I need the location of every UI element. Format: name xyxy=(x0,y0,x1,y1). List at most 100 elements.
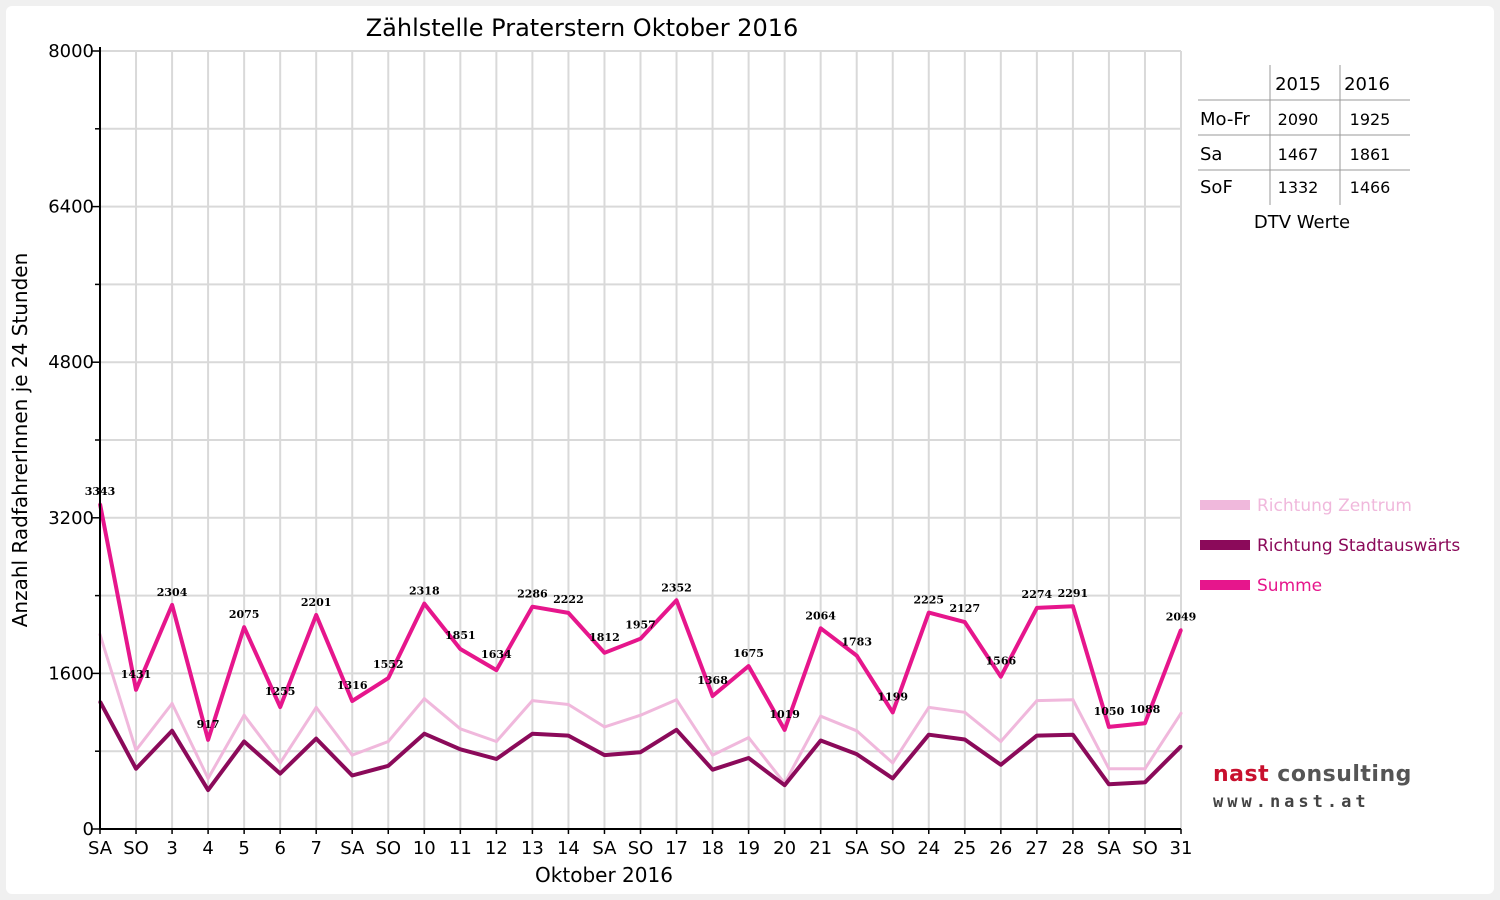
x-tick-label: SO xyxy=(880,838,906,859)
series-point-2 xyxy=(1071,604,1075,608)
x-tick-label: 17 xyxy=(665,838,688,859)
series-point-1 xyxy=(927,733,931,737)
data-label: 1851 xyxy=(445,629,476,642)
dtv-header-2015: 2015 xyxy=(1275,74,1321,95)
series-point-1 xyxy=(278,772,282,776)
y-axis-label: Anzahl RadfahrerInnen je 24 Stunden xyxy=(8,253,32,628)
series-point-1 xyxy=(1107,782,1111,786)
data-label: 1050 xyxy=(1094,705,1125,718)
x-tick-label: SA xyxy=(88,838,113,859)
x-tick-label: 3 xyxy=(166,838,177,859)
series-point-0 xyxy=(999,739,1003,743)
series-point-2 xyxy=(1035,606,1039,610)
series-point-0 xyxy=(639,713,642,717)
logo-url: www.nast.at xyxy=(1213,792,1370,812)
x-tick-label: 5 xyxy=(238,838,249,859)
x-axis-label: Oktober 2016 xyxy=(535,863,673,887)
series-point-1 xyxy=(530,732,534,736)
series-point-2 xyxy=(602,651,606,655)
x-tick-label: 25 xyxy=(953,838,976,859)
series-point-0 xyxy=(170,702,174,706)
logo-brand-rest: consulting xyxy=(1269,762,1412,787)
series-point-1 xyxy=(747,756,751,760)
legend-swatch-summe xyxy=(1200,580,1250,590)
legend-label-zentrum: Richtung Zentrum xyxy=(1257,496,1412,516)
series-point-1 xyxy=(1179,744,1183,748)
dtv-header-2016: 2016 xyxy=(1344,74,1390,95)
series-point-0 xyxy=(927,705,931,709)
series-point-0 xyxy=(1179,711,1183,715)
data-label: 2049 xyxy=(1166,611,1197,624)
chart-title: Zählstelle Praterstern Oktober 2016 xyxy=(366,14,799,42)
series-point-0 xyxy=(566,703,570,707)
data-label: 2127 xyxy=(949,602,980,615)
series-point-2 xyxy=(819,626,823,630)
dtv-cell: 1332 xyxy=(1278,178,1319,197)
series-point-2 xyxy=(530,605,534,609)
y-tick-labels: 0 1600 3200 4800 6400 8000 xyxy=(48,41,94,840)
series-point-0 xyxy=(891,761,895,765)
x-tick-label: 7 xyxy=(310,838,321,859)
series-point-0 xyxy=(134,748,138,752)
x-tick-label: 12 xyxy=(485,838,508,859)
series-point-2 xyxy=(314,613,318,617)
series-point-1 xyxy=(134,767,138,771)
grid xyxy=(100,50,1182,829)
dtv-cell: 1467 xyxy=(1278,145,1319,164)
series-point-1 xyxy=(566,734,570,738)
x-tick-label: 20 xyxy=(773,838,796,859)
x-tick-label: 6 xyxy=(274,838,285,859)
series-point-2 xyxy=(999,675,1003,679)
data-label: 1255 xyxy=(265,685,296,698)
data-label: 2201 xyxy=(301,596,332,609)
series-point-1 xyxy=(314,737,318,741)
y-tick-label: 6400 xyxy=(48,197,94,218)
series-point-2 xyxy=(1107,725,1111,729)
series-point-2 xyxy=(350,699,354,703)
data-label: 1957 xyxy=(625,619,656,632)
data-label: 1316 xyxy=(337,679,368,692)
series-point-0 xyxy=(242,713,246,717)
x-tick-label: SO xyxy=(375,838,401,859)
data-label: 1552 xyxy=(373,658,404,671)
x-tick-label: SO xyxy=(123,838,149,859)
series-point-1 xyxy=(206,788,210,792)
series-point-1 xyxy=(1035,734,1039,738)
series-point-2 xyxy=(206,738,210,742)
series-point-2 xyxy=(783,728,787,732)
data-label: 2304 xyxy=(157,586,188,599)
x-tick-label: 21 xyxy=(809,838,832,859)
data-label: 2318 xyxy=(409,585,440,598)
series-point-2 xyxy=(458,647,462,651)
data-label: 1368 xyxy=(697,674,728,687)
series-point-1 xyxy=(999,763,1003,767)
series-point-0 xyxy=(747,736,751,740)
series-point-1 xyxy=(602,753,606,757)
x-tick-label: 4 xyxy=(202,838,213,859)
x-tick-label: SA xyxy=(1097,838,1122,859)
series-point-0 xyxy=(386,739,390,743)
series-point-2 xyxy=(963,620,967,624)
series-point-2 xyxy=(855,654,859,658)
x-tick-label: 28 xyxy=(1061,838,1084,859)
x-tick-label: SO xyxy=(628,838,654,859)
y-tick-label: 3200 xyxy=(48,508,94,529)
series-point-2 xyxy=(566,611,570,615)
data-label: 2075 xyxy=(229,608,260,621)
series-point-0 xyxy=(422,697,426,701)
data-label: 2352 xyxy=(661,581,692,594)
dtv-cell: 1466 xyxy=(1350,178,1391,197)
data-label: 2225 xyxy=(913,594,944,607)
series-point-2 xyxy=(170,603,174,607)
x-tick-label: SA xyxy=(845,838,870,859)
data-label: 2064 xyxy=(805,609,836,622)
nast-logo: nast consulting www.nast.at xyxy=(1200,750,1443,825)
logo-wordmark: nast consulting xyxy=(1213,762,1412,787)
dtv-cell: 1925 xyxy=(1350,110,1391,129)
series-point-2 xyxy=(747,664,751,668)
series-point-2 xyxy=(927,611,931,615)
series-point-1 xyxy=(711,768,715,772)
data-label: 1199 xyxy=(877,690,908,703)
data-label: 1431 xyxy=(121,668,152,681)
legend-swatch-stadtauswaerts xyxy=(1200,540,1250,550)
